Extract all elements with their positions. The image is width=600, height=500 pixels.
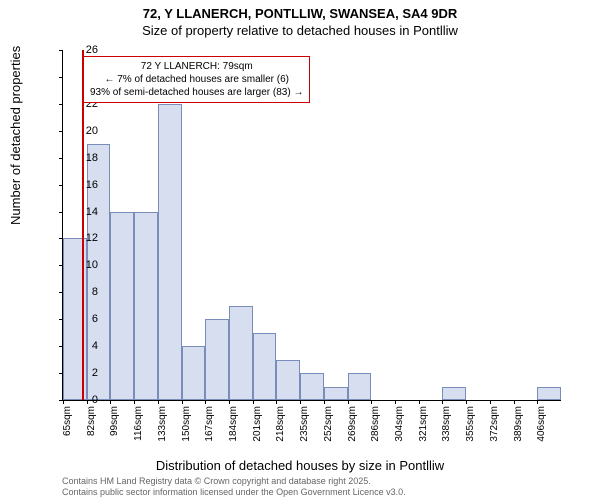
ytick-mark bbox=[59, 185, 63, 186]
xtick-mark bbox=[134, 400, 135, 404]
ytick-label: 16 bbox=[68, 179, 98, 191]
ytick-label: 8 bbox=[68, 286, 98, 298]
histogram-bar bbox=[276, 360, 300, 400]
histogram-bar bbox=[442, 387, 466, 400]
xtick-label: 235sqm bbox=[299, 406, 310, 446]
xtick-label: 218sqm bbox=[275, 406, 286, 446]
ytick-label: 6 bbox=[68, 313, 98, 325]
ytick-mark bbox=[59, 131, 63, 132]
ytick-mark bbox=[59, 77, 63, 78]
xtick-mark bbox=[514, 400, 515, 404]
xtick-mark bbox=[395, 400, 396, 404]
xtick-label: 167sqm bbox=[204, 406, 215, 446]
histogram-bar bbox=[348, 373, 372, 400]
histogram-bar bbox=[205, 319, 229, 400]
ytick-mark bbox=[59, 158, 63, 159]
ytick-label: 10 bbox=[68, 259, 98, 271]
chart-container: 72, Y LLANERCH, PONTLLIW, SWANSEA, SA4 9… bbox=[0, 0, 600, 500]
xtick-label: 116sqm bbox=[133, 406, 144, 446]
xtick-mark bbox=[490, 400, 491, 404]
ytick-label: 18 bbox=[68, 152, 98, 164]
xtick-mark bbox=[205, 400, 206, 404]
annotation-line: 72 Y LLANERCH: 79sqm bbox=[90, 60, 303, 73]
ytick-label: 0 bbox=[68, 394, 98, 406]
plot-area: 72 Y LLANERCH: 79sqm ← 7% of detached ho… bbox=[62, 50, 561, 401]
xtick-label: 150sqm bbox=[181, 406, 192, 446]
annotation-box: 72 Y LLANERCH: 79sqm ← 7% of detached ho… bbox=[83, 56, 310, 103]
xtick-mark bbox=[442, 400, 443, 404]
annotation-line: ← 7% of detached houses are smaller (6) bbox=[90, 73, 303, 86]
chart-subtitle: Size of property relative to detached ho… bbox=[0, 23, 600, 42]
xtick-mark bbox=[158, 400, 159, 404]
y-axis-label: Number of detached properties bbox=[8, 46, 23, 225]
ytick-label: 2 bbox=[68, 367, 98, 379]
xtick-label: 133sqm bbox=[157, 406, 168, 446]
ytick-label: 14 bbox=[68, 206, 98, 218]
histogram-bar bbox=[110, 212, 134, 400]
xtick-mark bbox=[537, 400, 538, 404]
chart-title: 72, Y LLANERCH, PONTLLIW, SWANSEA, SA4 9… bbox=[0, 0, 600, 23]
histogram-bar bbox=[300, 373, 324, 400]
histogram-bar bbox=[324, 387, 348, 400]
xtick-label: 338sqm bbox=[441, 406, 452, 446]
xtick-mark bbox=[300, 400, 301, 404]
histogram-bar bbox=[158, 104, 182, 400]
xtick-label: 65sqm bbox=[62, 406, 73, 446]
ytick-label: 26 bbox=[68, 44, 98, 56]
ytick-mark bbox=[59, 212, 63, 213]
xtick-mark bbox=[253, 400, 254, 404]
xtick-mark bbox=[276, 400, 277, 404]
xtick-mark bbox=[229, 400, 230, 404]
xtick-mark bbox=[63, 400, 64, 404]
histogram-bar bbox=[182, 346, 206, 400]
footer-line: Contains public sector information licen… bbox=[62, 487, 406, 498]
xtick-label: 321sqm bbox=[418, 406, 429, 446]
xtick-mark bbox=[348, 400, 349, 404]
xtick-mark bbox=[419, 400, 420, 404]
xtick-label: 252sqm bbox=[323, 406, 334, 446]
xtick-mark bbox=[371, 400, 372, 404]
xtick-mark bbox=[324, 400, 325, 404]
footer-line: Contains HM Land Registry data © Crown c… bbox=[62, 476, 406, 487]
xtick-label: 389sqm bbox=[513, 406, 524, 446]
ytick-label: 12 bbox=[68, 232, 98, 244]
ytick-label: 20 bbox=[68, 125, 98, 137]
xtick-label: 406sqm bbox=[536, 406, 547, 446]
xtick-label: 304sqm bbox=[394, 406, 405, 446]
histogram-bar bbox=[134, 212, 158, 400]
ytick-label: 4 bbox=[68, 340, 98, 352]
histogram-bar bbox=[253, 333, 277, 400]
xtick-label: 286sqm bbox=[370, 406, 381, 446]
annotation-line: 93% of semi-detached houses are larger (… bbox=[90, 86, 303, 99]
ytick-mark bbox=[59, 104, 63, 105]
histogram-bar bbox=[229, 306, 253, 400]
xtick-label: 372sqm bbox=[489, 406, 500, 446]
xtick-label: 269sqm bbox=[347, 406, 358, 446]
xtick-label: 82sqm bbox=[86, 406, 97, 446]
xtick-mark bbox=[466, 400, 467, 404]
x-axis-label: Distribution of detached houses by size … bbox=[0, 458, 600, 473]
histogram-bar bbox=[537, 387, 561, 400]
footer-text: Contains HM Land Registry data © Crown c… bbox=[62, 476, 406, 498]
xtick-label: 355sqm bbox=[465, 406, 476, 446]
xtick-label: 99sqm bbox=[109, 406, 120, 446]
ytick-mark bbox=[59, 50, 63, 51]
xtick-label: 184sqm bbox=[228, 406, 239, 446]
xtick-label: 201sqm bbox=[252, 406, 263, 446]
xtick-mark bbox=[110, 400, 111, 404]
xtick-mark bbox=[182, 400, 183, 404]
